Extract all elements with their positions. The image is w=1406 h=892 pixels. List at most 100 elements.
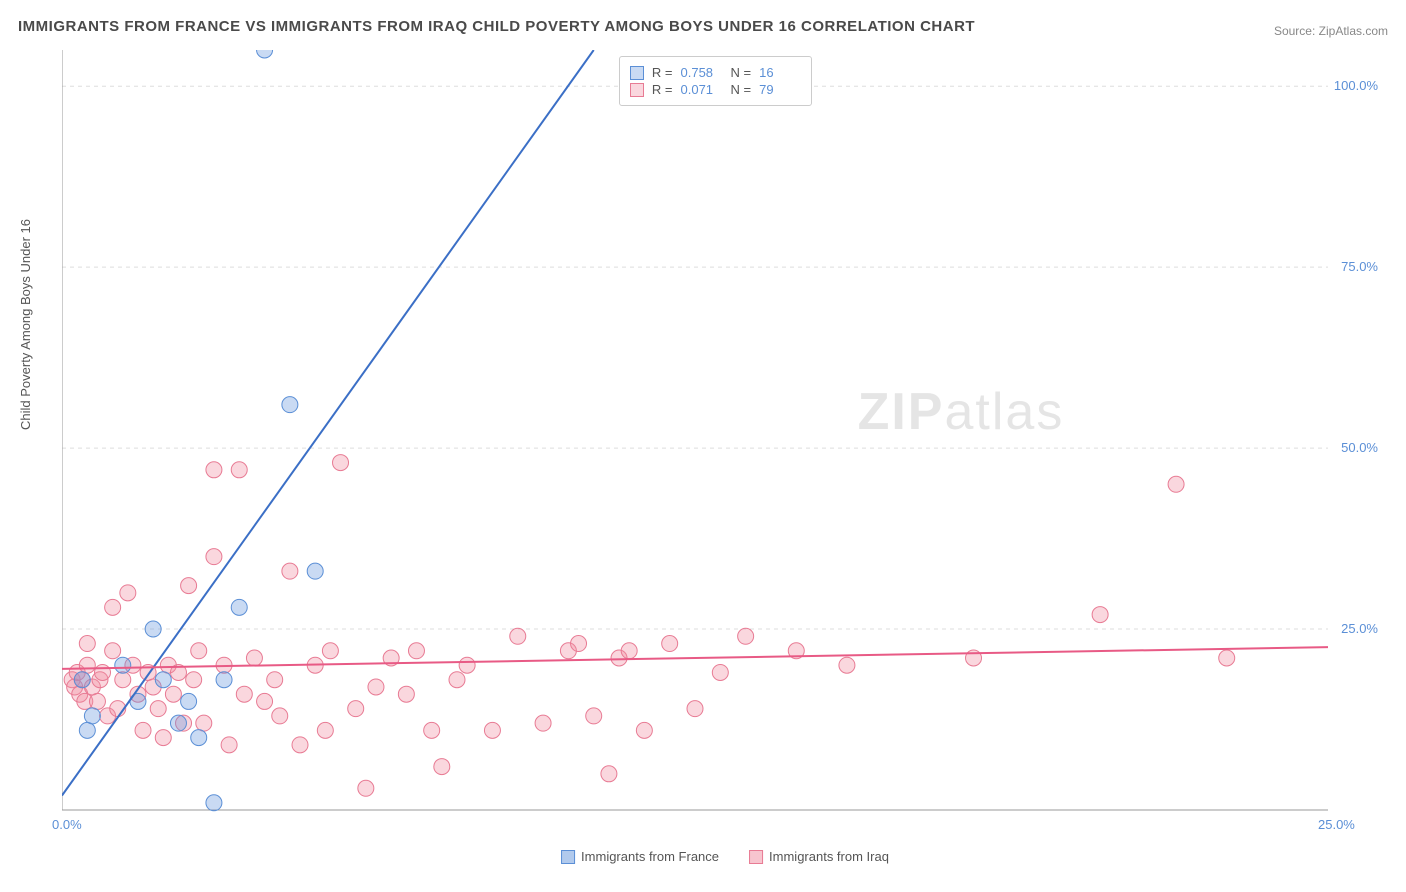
data-point [221,737,237,753]
data-point [206,462,222,478]
data-point [74,672,90,688]
data-point [120,585,136,601]
source-attribution: Source: ZipAtlas.com [1274,24,1388,38]
data-point [246,650,262,666]
data-point [571,636,587,652]
legend-item: Immigrants from Iraq [749,849,889,864]
data-point [636,722,652,738]
data-point [216,672,232,688]
y-tick-label: 25.0% [1341,621,1378,636]
data-point [408,643,424,659]
data-point [322,643,338,659]
data-point [738,628,754,644]
data-point [84,708,100,724]
data-point [196,715,212,731]
data-point [170,715,186,731]
stat-n-label: N = [731,82,752,97]
data-point [191,730,207,746]
data-point [236,686,252,702]
y-tick-label: 75.0% [1341,259,1378,274]
stat-r-value: 0.758 [681,65,723,80]
data-point [484,722,500,738]
trend-line [62,50,594,796]
stat-r-label: R = [652,82,673,97]
x-tick-label: 0.0% [52,817,82,832]
data-point [231,462,247,478]
data-point [398,686,414,702]
data-point [155,730,171,746]
legend-label: Immigrants from Iraq [769,849,889,864]
data-point [105,643,121,659]
stats-row: R = 0.071 N = 79 [630,82,801,97]
stat-n-label: N = [731,65,752,80]
stats-swatch [630,66,644,80]
data-point [333,455,349,471]
data-point [267,672,283,688]
y-axis-label: Child Poverty Among Boys Under 16 [18,219,33,430]
data-point [282,397,298,413]
data-point [135,722,151,738]
chart-title: IMMIGRANTS FROM FRANCE VS IMMIGRANTS FRO… [18,18,975,35]
x-tick-label: 25.0% [1318,817,1355,832]
y-tick-label: 50.0% [1341,440,1378,455]
stat-n-value: 16 [759,65,801,80]
data-point [150,701,166,717]
data-point [292,737,308,753]
data-point [206,549,222,565]
data-point [434,759,450,775]
data-point [79,636,95,652]
data-point [535,715,551,731]
data-point [449,672,465,688]
stats-row: R = 0.758 N = 16 [630,65,801,80]
data-point [272,708,288,724]
data-point [510,628,526,644]
data-point [839,657,855,673]
data-point [1092,607,1108,623]
data-point [282,563,298,579]
legend-item: Immigrants from France [561,849,719,864]
data-point [89,693,105,709]
data-point [105,599,121,615]
data-point [662,636,678,652]
data-point [231,599,247,615]
data-point [586,708,602,724]
legend-swatch [749,850,763,864]
data-point [358,780,374,796]
data-point [621,643,637,659]
data-point [191,643,207,659]
data-point [79,657,95,673]
data-point [601,766,617,782]
data-point [348,701,364,717]
data-point [115,672,131,688]
y-tick-label: 100.0% [1334,78,1378,93]
data-point [186,672,202,688]
data-point [257,693,273,709]
data-point [712,664,728,680]
data-point [1219,650,1235,666]
data-point [459,657,475,673]
stats-swatch [630,83,644,97]
data-point [257,50,273,58]
data-point [206,795,222,811]
data-point [145,621,161,637]
data-point [79,722,95,738]
data-point [424,722,440,738]
data-point [155,672,171,688]
data-point [687,701,703,717]
data-point [95,664,111,680]
data-point [1168,476,1184,492]
data-point [317,722,333,738]
chart-plot-area: ZIPatlas R = 0.758 N = 16 R = 0.071 N = … [62,50,1388,840]
scatter-plot-svg [62,50,1388,840]
stat-n-value: 79 [759,82,801,97]
stat-r-value: 0.071 [681,82,723,97]
legend-swatch [561,850,575,864]
data-point [115,657,131,673]
legend-label: Immigrants from France [581,849,719,864]
data-point [165,686,181,702]
legend: Immigrants from France Immigrants from I… [561,849,889,864]
data-point [181,578,197,594]
data-point [307,563,323,579]
data-point [181,693,197,709]
data-point [368,679,384,695]
